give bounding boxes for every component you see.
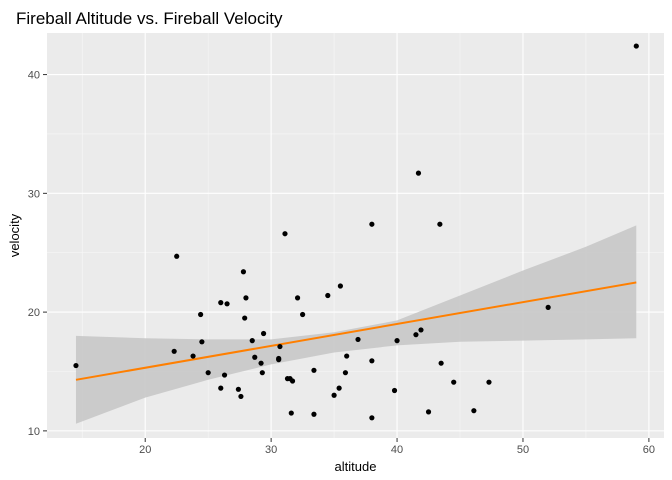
data-point — [288, 410, 294, 416]
x-axis-title: altitude — [335, 459, 377, 474]
data-point — [289, 378, 296, 384]
data-point — [190, 353, 196, 359]
data-point — [276, 355, 282, 362]
grid-major-lines — [47, 33, 664, 438]
y-tick-label: 30 — [28, 188, 40, 200]
chart-title: Fireball Altitude vs. Fireball Velocity — [16, 9, 283, 28]
data-point — [337, 283, 343, 289]
confidence-band-layer — [75, 225, 637, 424]
y-tick-label: 10 — [28, 426, 40, 438]
trend-line — [75, 281, 637, 381]
data-point — [471, 408, 477, 414]
data-point — [199, 339, 205, 345]
data-point — [369, 221, 375, 227]
data-point — [198, 311, 204, 318]
x-tick-label: 20 — [139, 444, 151, 456]
data-point — [415, 170, 422, 176]
x-tick-label: 60 — [643, 444, 655, 456]
data-point — [252, 354, 258, 360]
data-point — [311, 367, 317, 373]
data-point — [418, 327, 424, 333]
data-point — [486, 379, 492, 385]
confidence-band — [75, 225, 637, 424]
grid-minor-lines — [47, 33, 664, 438]
data-point — [218, 385, 224, 391]
data-point — [277, 343, 283, 350]
trend-line-layer — [75, 281, 637, 381]
data-point — [391, 387, 398, 394]
data-point — [325, 292, 331, 299]
data-point — [73, 362, 79, 369]
data-point — [336, 385, 342, 391]
data-point — [394, 338, 400, 344]
y-axis-ticks: 10 20 30 40 — [28, 70, 47, 438]
data-point — [235, 386, 241, 392]
x-tick-label: 30 — [265, 444, 277, 456]
data-point — [205, 370, 211, 376]
data-point — [331, 392, 337, 398]
data-point — [260, 330, 267, 337]
data-point — [218, 300, 224, 306]
data-point — [437, 221, 443, 227]
y-tick-label: 40 — [28, 70, 40, 82]
data-point — [425, 409, 432, 415]
data-point — [369, 415, 375, 421]
data-point — [171, 348, 177, 354]
data-point — [282, 231, 288, 237]
data-point — [342, 370, 349, 376]
data-point — [438, 360, 444, 366]
data-point — [243, 295, 249, 301]
y-tick-label: 20 — [28, 307, 40, 319]
points-layer — [73, 43, 639, 421]
data-point — [451, 379, 457, 385]
data-point — [300, 311, 306, 318]
data-point — [413, 332, 419, 338]
data-point — [240, 269, 247, 275]
data-point — [633, 43, 639, 49]
data-point — [224, 301, 230, 307]
data-point — [249, 338, 255, 344]
x-axis-ticks: 20 30 40 50 60 — [139, 438, 655, 456]
y-axis-title: velocity — [7, 213, 22, 257]
x-tick-label: 40 — [391, 444, 403, 456]
data-point — [238, 393, 244, 400]
data-point — [344, 353, 350, 359]
data-point — [259, 370, 265, 376]
data-point — [174, 253, 180, 259]
data-point — [242, 315, 248, 321]
data-point — [545, 304, 551, 310]
data-point — [258, 360, 264, 366]
data-point — [221, 372, 228, 378]
data-point — [294, 295, 301, 301]
data-point — [369, 358, 375, 364]
data-point — [311, 411, 317, 417]
x-tick-label: 50 — [517, 444, 529, 456]
data-point — [355, 336, 361, 343]
